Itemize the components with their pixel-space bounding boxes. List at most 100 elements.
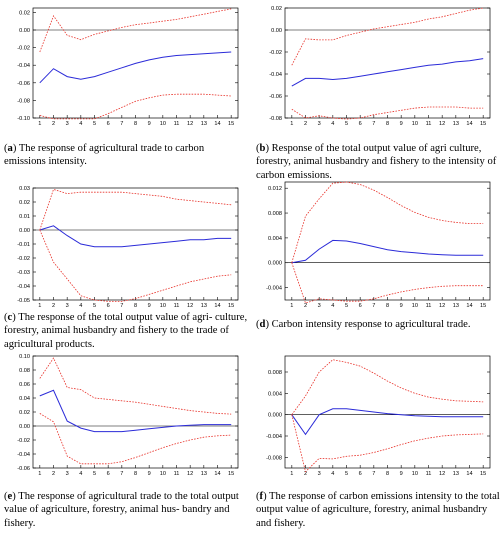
series-upper-line <box>291 181 484 263</box>
series-lower-line <box>291 106 484 120</box>
y-tick-label: 0.000 <box>268 261 282 267</box>
caption-b-letter: b <box>259 143 266 154</box>
y-tick-label: 0.10 <box>19 354 30 360</box>
y-tick-label: 0.00 <box>19 424 30 430</box>
plot-frame <box>284 181 491 301</box>
x-tick-label: 7 <box>120 471 123 477</box>
x-tick-label: 4 <box>331 121 334 127</box>
y-tick-label: -0.004 <box>266 434 282 440</box>
y-tick-label: 0.00 <box>19 28 30 34</box>
chart-panel-c: 0.03 0.02 0.01 0.00 -0.01 -0.02 -0.03 -0.04 -0.0… <box>0 184 252 314</box>
x-tick-label: 9 <box>400 303 403 309</box>
chart-panel-e: 0.10 0.08 0.06 0.04 0.02 0.00 -0.02 -0.04 -0.06 1… <box>0 350 252 482</box>
x-tick-label: 2 <box>52 303 55 309</box>
x-tick-label: 6 <box>359 121 362 127</box>
x-tick-label: 3 <box>66 303 69 309</box>
y-tick-label: 0.01 <box>19 214 30 220</box>
plot-frame <box>284 355 491 469</box>
x-tick-label: 8 <box>386 121 389 127</box>
caption-d: (d) Carbon intensity response to agricul… <box>256 319 471 330</box>
x-tick-label: 11 <box>174 471 180 477</box>
x-tick-label: 1 <box>38 303 41 309</box>
x-tick-label: 3 <box>318 121 321 127</box>
y-tick-label: -0.02 <box>17 438 30 444</box>
caption-a: (a) The response of agricultural trade t… <box>4 143 205 168</box>
x-tick-label: 14 <box>466 121 472 127</box>
y-tick-label: -0.06 <box>17 81 30 87</box>
caption-b: (b) Response of the total output value o… <box>256 143 497 181</box>
y-tick-label: -0.04 <box>17 452 30 458</box>
y-tick-label: -0.02 <box>17 256 30 262</box>
x-tick-label: 13 <box>453 303 459 309</box>
y-tick-label: -0.004 <box>266 286 282 292</box>
y-tick-label: -0.08 <box>269 116 282 122</box>
caption-d-text: Carbon intensity response to agricultura… <box>268 319 471 330</box>
x-tick-label: 11 <box>174 303 180 309</box>
x-tick-label: 15 <box>228 471 234 477</box>
x-tick-label: 1 <box>38 471 41 477</box>
x-tick-label: 3 <box>318 471 321 477</box>
caption-e-letter: e <box>7 491 13 502</box>
y-tick-label: -0.04 <box>17 63 30 69</box>
x-tick-label: 5 <box>345 303 348 309</box>
x-tick-label: 4 <box>331 303 334 309</box>
y-tick-label: 0.02 <box>271 6 282 12</box>
y-tick-label: -0.04 <box>269 72 282 78</box>
caption-a-letter: a <box>7 143 13 154</box>
y-tick-label: -0.01 <box>17 242 30 248</box>
x-tick-label: 13 <box>201 121 207 127</box>
x-tick-label: 10 <box>160 303 166 309</box>
x-tick-label: 9 <box>148 471 151 477</box>
x-tick-label: 4 <box>79 303 82 309</box>
series-upper-line <box>39 357 232 415</box>
y-tick-label: -0.02 <box>17 46 30 52</box>
x-tick-label: 6 <box>359 471 362 477</box>
series-lower-line <box>291 414 484 473</box>
x-tick-label: 10 <box>412 471 418 477</box>
y-tick-label: 0.012 <box>268 186 282 192</box>
y-tick-label: -0.10 <box>17 116 30 122</box>
x-tick-label: 2 <box>304 471 307 477</box>
x-tick-label: 3 <box>318 303 321 309</box>
y-tick-label: 0.02 <box>19 10 30 16</box>
x-tick-label: 15 <box>480 303 486 309</box>
y-tick-label: -0.03 <box>17 270 30 276</box>
y-tick-label: -0.06 <box>269 94 282 100</box>
y-tick-label: 0.008 <box>268 370 282 376</box>
y-tick-label: 0.06 <box>19 382 30 388</box>
x-tick-label: 7 <box>372 121 375 127</box>
x-tick-label: 14 <box>214 471 220 477</box>
x-tick-label: 3 <box>66 121 69 127</box>
y-tick-label: -0.008 <box>266 455 282 461</box>
x-tick-label: 9 <box>400 121 403 127</box>
y-tick-label: -0.02 <box>269 50 282 56</box>
x-tick-label: 1 <box>38 121 41 127</box>
series-upper-line <box>39 8 232 53</box>
plot-frame <box>32 187 239 301</box>
series-upper-line <box>291 359 484 415</box>
y-tick-label: 0.000 <box>268 413 282 419</box>
series-lower-line <box>291 262 484 304</box>
y-tick-label: 0.004 <box>268 391 282 397</box>
x-tick-label: 2 <box>304 303 307 309</box>
caption-b-text: Response of the total output value of ag… <box>256 143 497 181</box>
caption-e: (e) The response of agricultural trade t… <box>4 491 239 529</box>
x-tick-label: 6 <box>359 303 362 309</box>
x-tick-label: 13 <box>201 303 207 309</box>
series-response-line <box>39 51 232 84</box>
chart-panel-b: 0.02 0.00 -0.02 -0.04 -0.06 -0.08 1 2 3 4 5 6 7 8 9 10 1… <box>252 0 504 140</box>
series-lower-line <box>39 413 232 465</box>
x-tick-label: 10 <box>160 121 166 127</box>
x-tick-label: 9 <box>148 121 151 127</box>
x-tick-label: 5 <box>345 121 348 127</box>
x-tick-label: 15 <box>480 471 486 477</box>
x-tick-label: 13 <box>453 471 459 477</box>
y-tick-label: -0.06 <box>17 466 30 472</box>
x-tick-label: 5 <box>93 471 96 477</box>
y-tick-label: 0.00 <box>271 28 282 34</box>
x-tick-label: 2 <box>52 121 55 127</box>
x-tick-label: 7 <box>372 303 375 309</box>
x-tick-label: 12 <box>187 121 193 127</box>
